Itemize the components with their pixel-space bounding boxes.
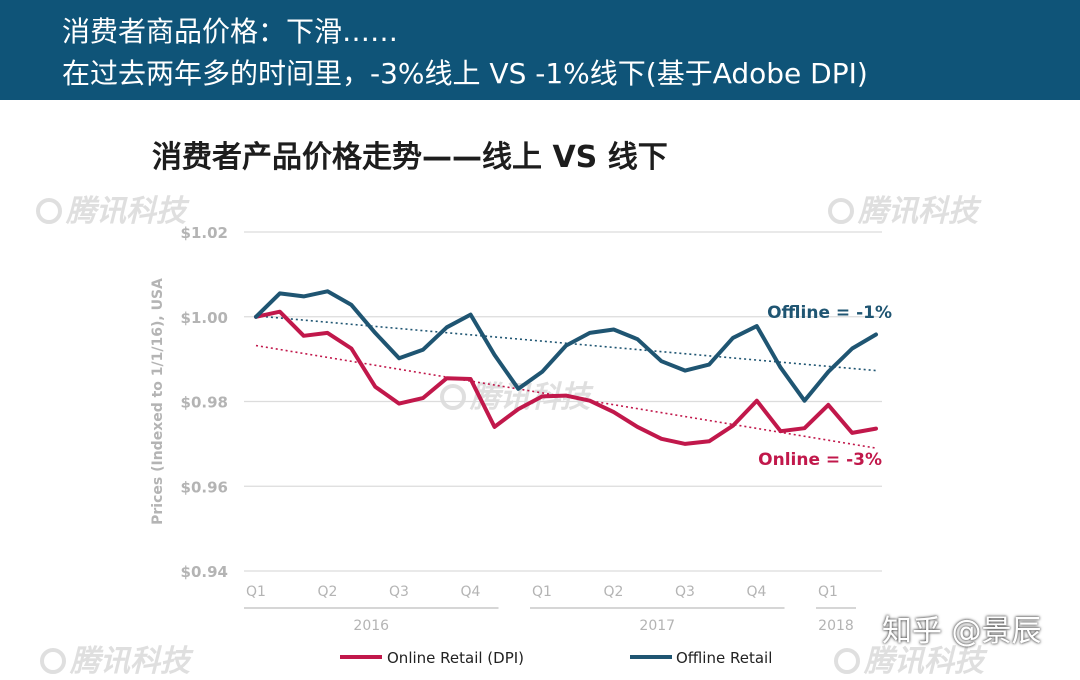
y-axis-label: Prices (Indexed to 1/1/16), USA [150,278,166,525]
watermark-circle-icon [834,648,860,674]
year-label: 2018 [818,618,854,634]
x-tick-label: Q2 [318,584,338,600]
legend-label: Online Retail (DPI) [387,649,524,667]
watermark-logo: 腾讯科技 [36,186,186,230]
y-tick-label: $1.02 [181,224,228,242]
x-tick-label: Q1 [532,584,552,600]
watermark-circle-icon [440,384,466,410]
series-line [254,309,878,446]
watermark-logo: 腾讯科技 [40,636,190,680]
online-annotation: Online = -3% [758,450,882,470]
watermark-logo: 腾讯科技 [828,186,978,230]
x-tick-label: Q3 [675,584,695,600]
x-tick-label: Q4 [461,584,481,600]
chart-title: 消费者产品价格走势——线上 VS 线下 [152,140,668,175]
offline-annotation: Offline = -1% [767,303,892,323]
header-banner: 消费者商品价格：下滑…… 在过去两年多的时间里，-3%线上 VS -1%线下(基… [0,0,1080,100]
header-line-2: 在过去两年多的时间里，-3%线上 VS -1%线下(基于Adobe DPI) [62,57,868,90]
x-tick-label: Q1 [818,584,838,600]
y-tick-label: $0.98 [181,394,228,412]
year-label: 2017 [639,618,675,634]
x-tick-label: Q3 [389,584,409,600]
trend-line [255,315,877,372]
series-line [254,289,878,403]
year-label: 2016 [353,618,389,634]
watermark-circle-icon [36,198,62,224]
watermark-logo: 腾讯科技 [834,636,984,680]
zhihu-watermark: 知乎 @景辰 [882,614,1042,649]
y-tick-label: $1.00 [181,309,228,327]
x-tick-label: Q4 [747,584,767,600]
x-tick-label: Q2 [604,584,624,600]
watermark-circle-icon [828,198,854,224]
y-tick-label: $0.94 [181,563,228,581]
y-tick-label: $0.96 [181,478,228,496]
watermark-circle-icon [40,648,66,674]
header-line-1: 消费者商品价格：下滑…… [62,15,399,48]
x-tick-label: Q1 [246,584,266,600]
legend-label: Offline Retail [676,649,772,667]
